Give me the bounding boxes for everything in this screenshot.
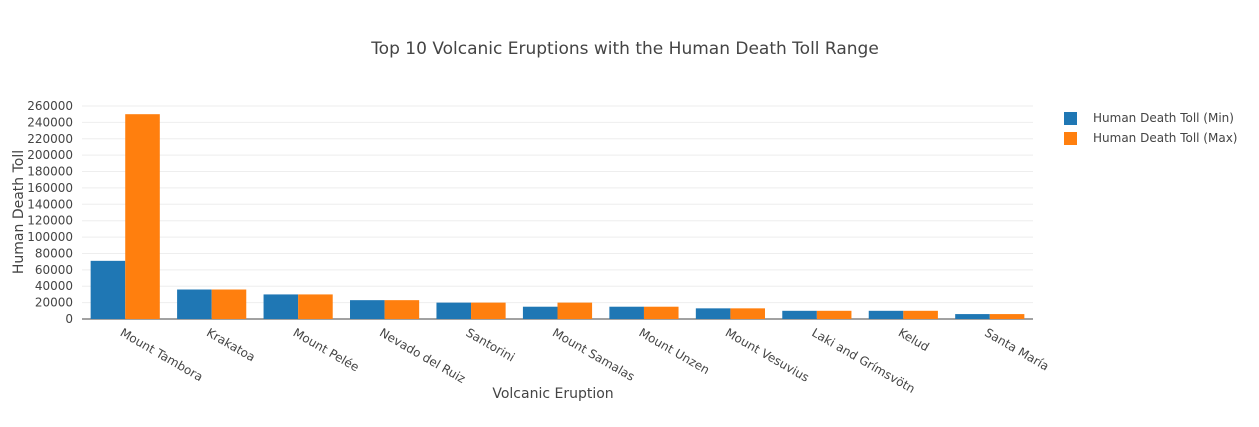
chart-title: Top 10 Volcanic Eruptions with the Human… xyxy=(370,39,879,59)
bar-min[interactable] xyxy=(522,306,558,319)
legend-swatch-min xyxy=(1064,111,1077,125)
y-tick-label: 220000 xyxy=(27,132,73,146)
bar-max[interactable] xyxy=(643,306,679,319)
x-tick-label: Santa María xyxy=(982,325,1051,373)
y-tick-label: 40000 xyxy=(35,279,73,293)
grid-lines xyxy=(82,105,1033,320)
legend: Human Death Toll (Min) Human Death Toll … xyxy=(1064,108,1237,148)
y-axis-label: Human Death Toll xyxy=(11,150,27,274)
y-tick-label: 240000 xyxy=(27,115,73,129)
bar-min[interactable] xyxy=(90,260,126,319)
bar-max[interactable] xyxy=(903,310,938,319)
y-tick-label: 260000 xyxy=(27,99,73,113)
bar-max[interactable] xyxy=(816,310,852,319)
y-axis-ticks: 0 20000 40000 60000 80000 100000 120000 140000 1… xyxy=(27,99,73,326)
x-tick-label: Mount Samalas xyxy=(550,325,637,383)
bar-min[interactable] xyxy=(782,310,817,319)
x-tick-label: Mount Vesuvius xyxy=(723,325,812,384)
y-tick-label: 140000 xyxy=(27,197,73,211)
x-tick-label: Mount Unzen xyxy=(636,325,712,377)
bar-min[interactable] xyxy=(955,314,990,319)
y-tick-label: 120000 xyxy=(27,214,73,228)
x-tick-label: Kelud xyxy=(896,325,932,354)
x-tick-label: Krakatoa xyxy=(204,325,257,364)
bar-max[interactable] xyxy=(384,300,420,319)
y-tick-label: 60000 xyxy=(35,263,73,277)
y-tick-label: 100000 xyxy=(27,230,73,244)
x-tick-label: Nevado del Ruiz xyxy=(377,325,468,386)
bar-max[interactable] xyxy=(471,302,506,319)
bar-max[interactable] xyxy=(989,314,1025,319)
bar-max[interactable] xyxy=(557,302,593,319)
y-tick-label: 20000 xyxy=(35,296,73,310)
bar-min[interactable] xyxy=(609,306,644,319)
x-tick-label: Santorini xyxy=(464,325,518,364)
legend-swatch-max xyxy=(1064,131,1077,145)
bar-max[interactable] xyxy=(298,294,333,319)
bar-max[interactable] xyxy=(211,289,247,319)
legend-item-min[interactable]: Human Death Toll (Min) xyxy=(1064,108,1237,128)
legend-label-max: Human Death Toll (Max) xyxy=(1093,131,1238,145)
x-tick-label: Mount Pelée xyxy=(291,325,362,374)
bar-min[interactable] xyxy=(263,294,299,319)
x-tick-label: Mount Tambora xyxy=(118,325,206,384)
bar-min[interactable] xyxy=(177,289,212,319)
y-tick-label: 0 xyxy=(65,312,73,326)
bar-max[interactable] xyxy=(125,114,160,319)
bar-max[interactable] xyxy=(730,308,765,319)
bar-min[interactable] xyxy=(868,310,904,319)
legend-label-min: Human Death Toll (Min) xyxy=(1093,111,1234,125)
y-tick-label: 80000 xyxy=(35,246,73,260)
legend-item-max[interactable]: Human Death Toll (Max) xyxy=(1064,128,1237,148)
bar-min[interactable] xyxy=(695,308,731,319)
bar-min[interactable] xyxy=(436,302,472,319)
x-axis-label: Volcanic Eruption xyxy=(492,386,613,402)
bars xyxy=(90,114,1025,319)
bar-min[interactable] xyxy=(350,300,385,319)
y-tick-label: 200000 xyxy=(27,148,73,162)
y-tick-label: 180000 xyxy=(27,165,73,179)
y-tick-label: 160000 xyxy=(27,181,73,195)
